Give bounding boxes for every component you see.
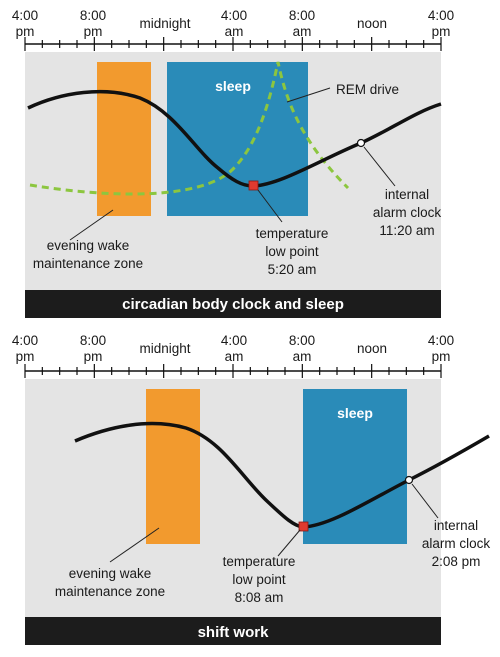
axis-tick-label: 4:00: [221, 8, 247, 23]
temp-low-point-label: temperature: [256, 226, 329, 241]
axis-tick-label: midnight: [139, 341, 190, 356]
wake-zone-leader-line: [69, 209, 114, 241]
sleep-label: sleep: [215, 78, 251, 94]
axis-tick-label: pm: [84, 24, 103, 39]
rem-leader-line: [286, 87, 331, 103]
temp-leader-line: [257, 189, 283, 223]
temp-low-point-time: 8:08 am: [235, 590, 284, 605]
axis-tick-label: noon: [357, 16, 387, 31]
axis-tick-label: am: [293, 349, 312, 364]
alarm-leader-line: [363, 146, 396, 187]
temperature-low-point-marker-icon: [298, 521, 309, 532]
wake-zone-leader-line: [109, 527, 160, 563]
axis-tick-label: pm: [432, 349, 451, 364]
rem-drive-curve: [29, 61, 350, 196]
axis-tick-label: am: [225, 349, 244, 364]
time-axis-labels: 4:00 pm 8:00 pm midnight 4:00 am 8:00 am…: [12, 333, 454, 364]
alarm-clock-label: alarm clock: [373, 205, 442, 220]
caption-bar: [25, 617, 441, 645]
axis-tick-label: am: [293, 24, 312, 39]
alarm-leader-line: [411, 483, 439, 519]
temp-low-point-label: low point: [265, 244, 319, 259]
axis-tick-label: 4:00: [221, 333, 247, 348]
sleep-label: sleep: [337, 405, 373, 421]
evening-wake-zone: [97, 62, 151, 216]
evening-wake-zone: [146, 389, 200, 544]
alarm-clock-time: 11:20 am: [379, 223, 434, 238]
axis-tick-label: noon: [357, 341, 387, 356]
temperature-curve: [27, 89, 442, 188]
temperature-curve: [74, 421, 490, 529]
axis-tick-label: 4:00: [428, 333, 454, 348]
alarm-clock-label: alarm clock: [422, 536, 491, 551]
axis-tick-label: 4:00: [428, 8, 454, 23]
axis-tick-label: 8:00: [289, 333, 315, 348]
axis-tick-label: 4:00: [12, 333, 38, 348]
time-axis-ticks: [24, 37, 442, 51]
alarm-clock-time: 2:08 pm: [432, 554, 481, 569]
wake-zone-label: maintenance zone: [33, 256, 143, 271]
temp-low-point-label: low point: [232, 572, 286, 587]
alarm-clock-label: internal: [434, 518, 478, 533]
axis-tick-label: 4:00: [12, 8, 38, 23]
alarm-clock-marker-icon: [356, 138, 366, 148]
temperature-low-point-marker-icon: [248, 180, 259, 191]
axis-tick-label: pm: [84, 349, 103, 364]
time-axis-ticks: [24, 364, 442, 378]
panel-shift-work: 4:00 pm 8:00 pm midnight 4:00 am 8:00 am…: [12, 333, 491, 645]
axis-tick-label: midnight: [139, 16, 190, 31]
axis-tick-label: pm: [16, 349, 35, 364]
temp-leader-line: [277, 529, 301, 557]
panel-caption: shift work: [198, 624, 269, 641]
axis-tick-label: pm: [16, 24, 35, 39]
panel-circadian: 4:00 pm 8:00 pm midnight 4:00 am 8:00 am…: [12, 8, 454, 318]
rem-drive-label: REM drive: [336, 82, 399, 97]
axis-tick-label: 8:00: [80, 8, 106, 23]
axis-tick-label: am: [225, 24, 244, 39]
alarm-clock-label: internal: [385, 187, 429, 202]
wake-zone-label: evening wake: [69, 566, 152, 581]
wake-zone-label: maintenance zone: [55, 584, 165, 599]
temp-low-point-time: 5:20 am: [268, 262, 317, 277]
alarm-clock-marker-icon: [404, 475, 414, 485]
caption-bar: [25, 290, 441, 318]
wake-zone-label: evening wake: [47, 238, 130, 253]
axis-tick-label: 8:00: [80, 333, 106, 348]
axis-tick-label: pm: [432, 24, 451, 39]
axis-tick-label: 8:00: [289, 8, 315, 23]
sleep-block: [303, 389, 407, 544]
panel-caption: circadian body clock and sleep: [122, 296, 344, 313]
time-axis-labels: 4:00 pm 8:00 pm midnight 4:00 am 8:00 am…: [12, 8, 454, 39]
temp-low-point-label: temperature: [223, 554, 296, 569]
